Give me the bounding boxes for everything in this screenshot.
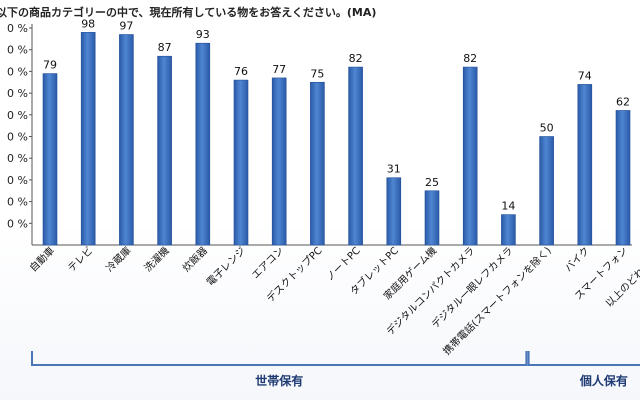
bar [615, 110, 631, 246]
bar [80, 32, 96, 246]
y-axis: 0 % 0 % 0 % 0 % 0 % 0 % 0 % 0 % 0 % 0 % [7, 22, 632, 246]
y-tick-label: 0 % [7, 65, 28, 78]
bar-value-label: 62 [616, 95, 630, 108]
y-tick-label: 0 % [7, 109, 28, 122]
category-label: 冷蔵庫 [103, 244, 133, 274]
bar-value-label: 74 [578, 69, 592, 82]
group-bracket [31, 351, 528, 366]
group-bracket [527, 351, 640, 366]
bar-value-label: 87 [158, 41, 172, 54]
bar [386, 177, 402, 246]
bar-value-label: 25 [425, 176, 439, 189]
group-label: 世帯保有 [255, 373, 303, 388]
category-label: 洗濯機 [141, 244, 171, 274]
group-label: 個人保有 [579, 373, 628, 388]
bar-value-label: 98 [81, 17, 95, 30]
bar [271, 77, 287, 246]
category-label: バイク [562, 245, 592, 275]
bar-value-label: 14 [501, 200, 515, 213]
bar-series: 799897879376777582312582145074620 [42, 17, 631, 246]
bar-value-label: 97 [119, 20, 133, 33]
category-label: 自動車 [27, 244, 57, 274]
bar [348, 66, 363, 246]
y-tick-label: 0 % [7, 152, 28, 165]
bar [310, 81, 325, 246]
category-label: 炊飯器 [180, 244, 210, 274]
bar-value-label: 75 [310, 67, 324, 80]
bar-value-label: 93 [196, 28, 210, 41]
y-tick-label: 0 % [7, 87, 28, 100]
category-label: ノートPC [325, 245, 363, 283]
y-tick-label: 0 % [7, 217, 28, 230]
bar [462, 66, 478, 246]
bar-value-label: 82 [349, 52, 363, 65]
bar-value-label: 77 [272, 63, 286, 76]
bar [577, 84, 593, 246]
category-label: エアコン [250, 245, 286, 281]
bar [501, 214, 516, 246]
y-tick-label: 0 % [7, 22, 28, 35]
category-label: テレビ [66, 245, 96, 275]
bar [42, 73, 58, 246]
chart-title: 以下の商品カテゴリーの中で、現在所有している物をお答えください。(MA) [0, 6, 377, 19]
group-brackets: 世帯保有 個人保有 [31, 351, 640, 388]
bar-value-label: 31 [387, 163, 401, 176]
bar-value-label: 79 [43, 59, 57, 72]
bar [539, 136, 554, 246]
y-tick-label: 0 % [7, 44, 28, 57]
bar-value-label: 76 [234, 65, 248, 78]
bar [195, 42, 211, 246]
bar [157, 55, 172, 246]
bar [119, 34, 134, 246]
category-label: 電子レンジ [204, 245, 248, 289]
y-tick-label: 0 % [7, 174, 28, 187]
y-tick-label: 0 % [7, 196, 28, 209]
y-tick-label: 0 % [7, 131, 28, 144]
bar-value-label: 82 [463, 52, 477, 65]
bar-value-label: 50 [540, 122, 554, 135]
bar [424, 190, 440, 246]
bar [233, 79, 249, 246]
